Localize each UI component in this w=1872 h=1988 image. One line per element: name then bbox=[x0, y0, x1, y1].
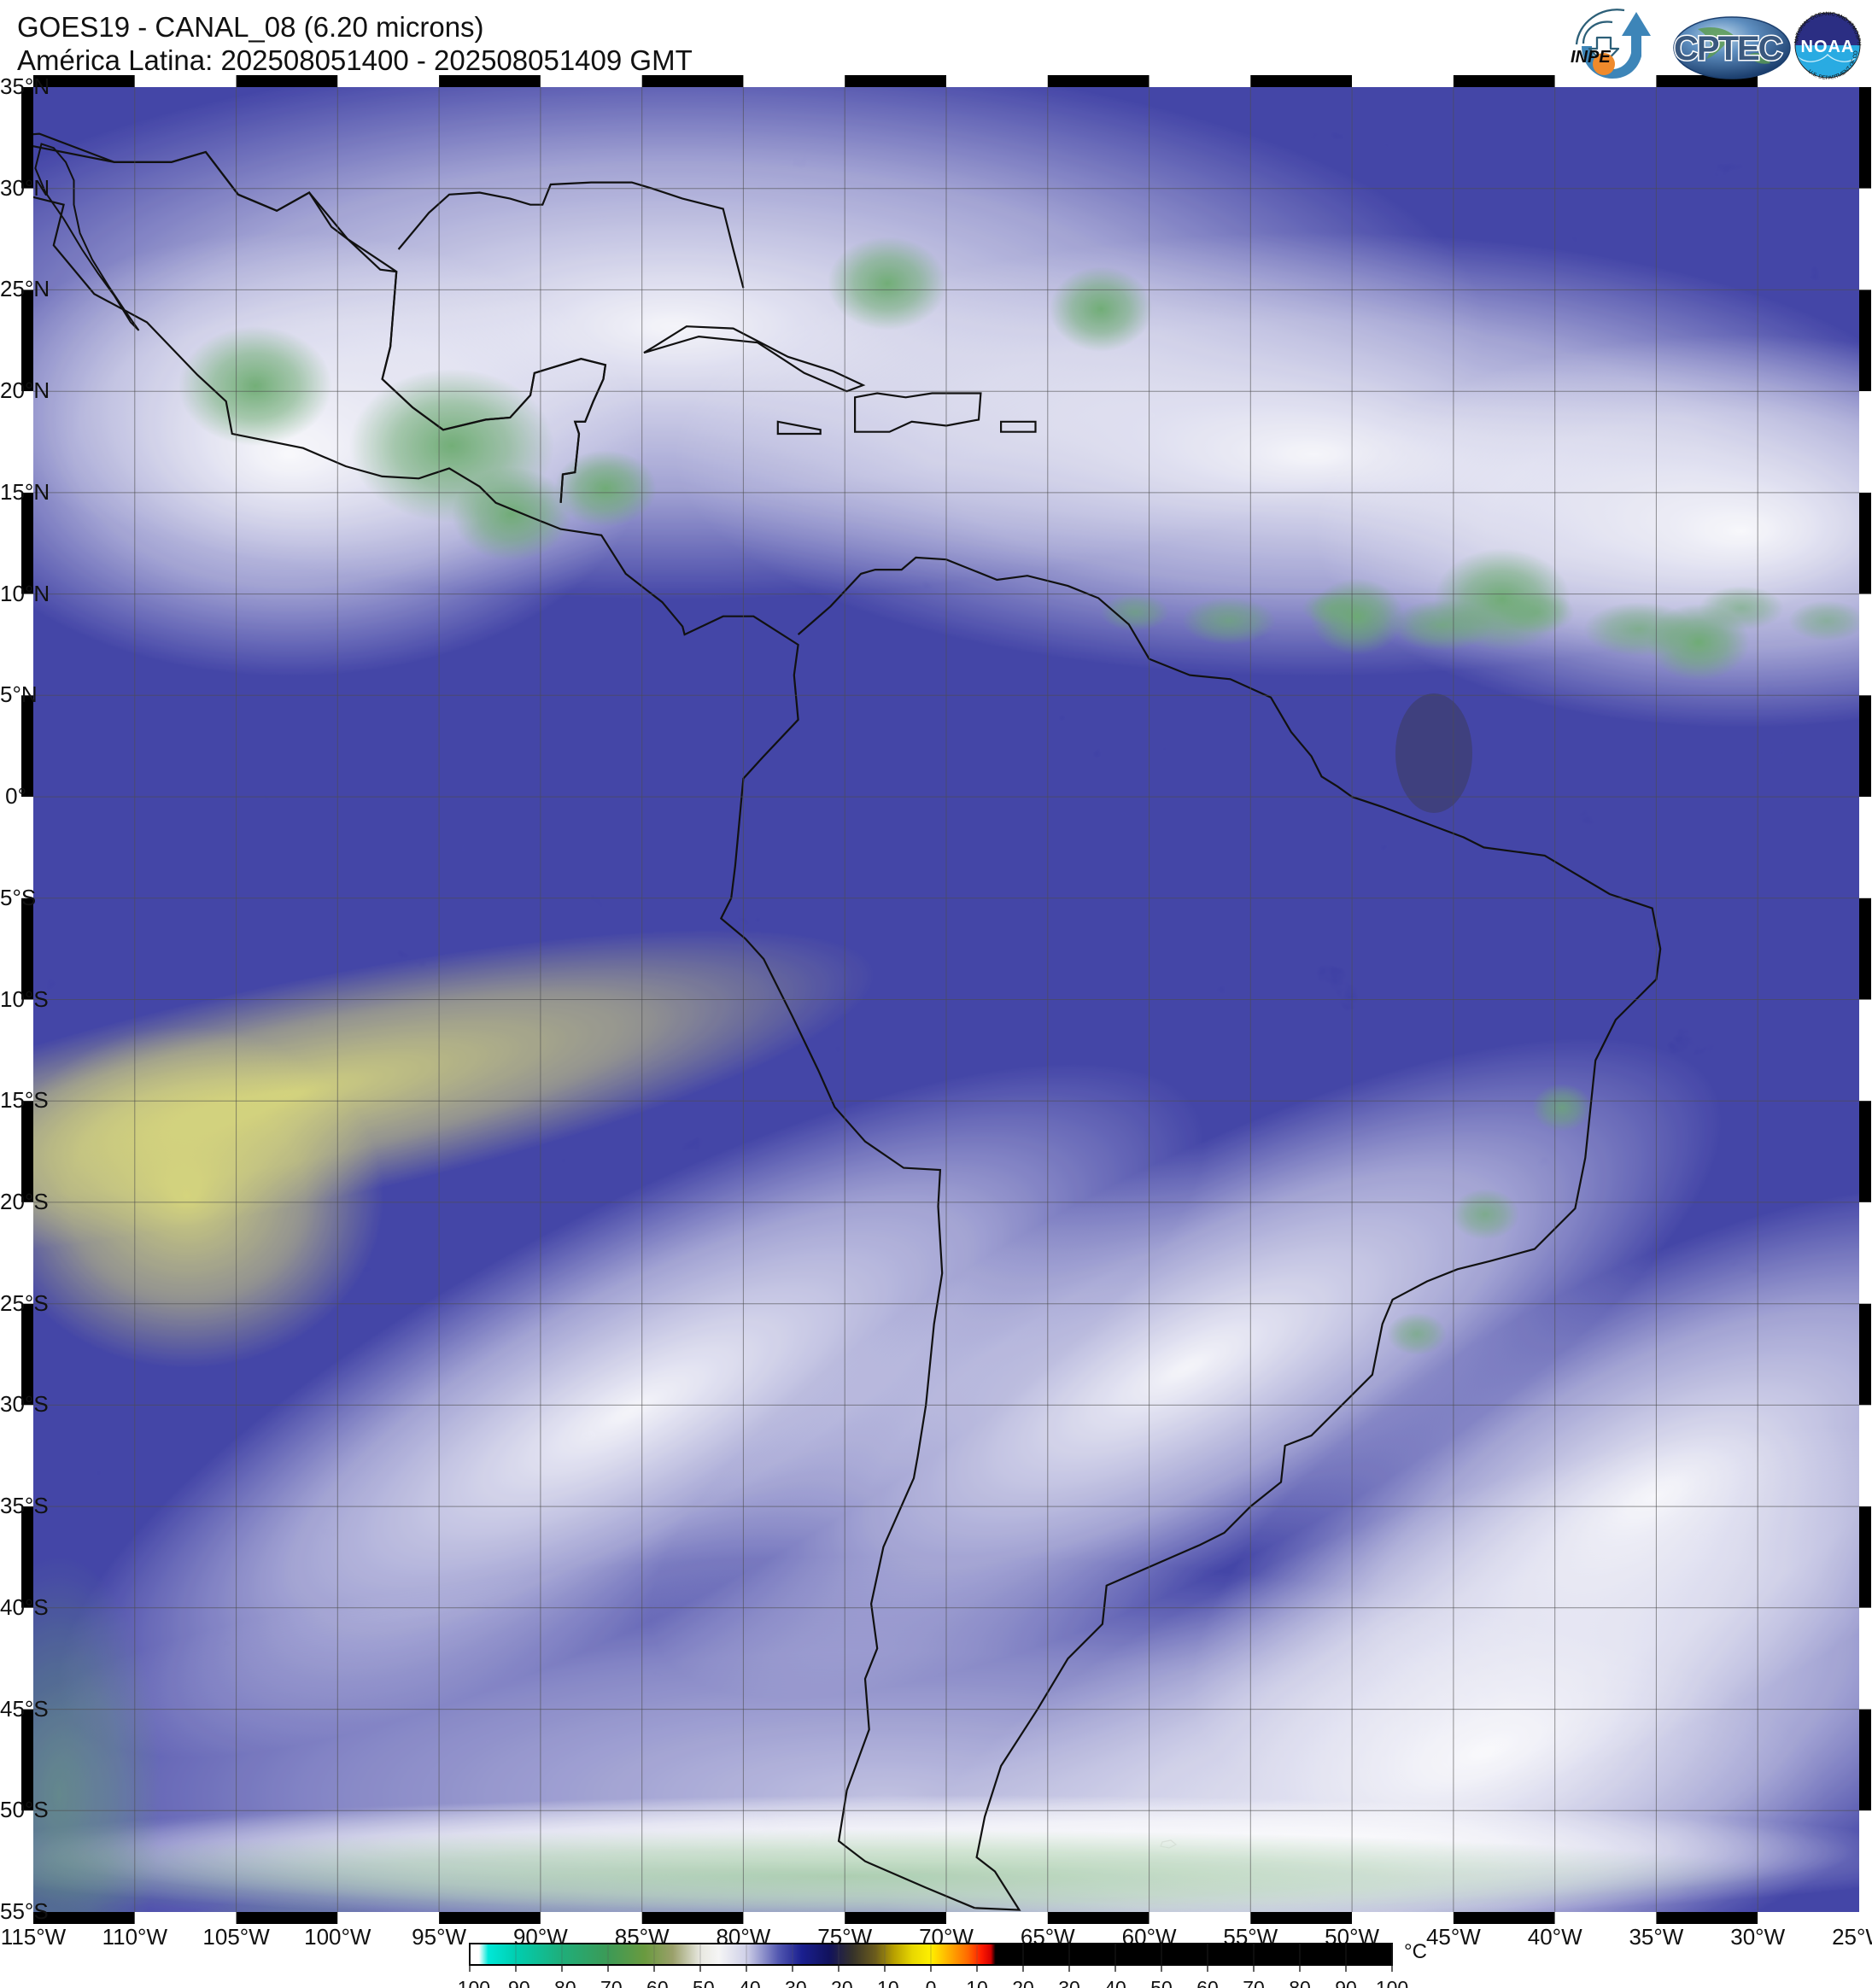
svg-text:CPTEC: CPTEC bbox=[1674, 30, 1782, 67]
svg-text:INPE: INPE bbox=[1571, 48, 1611, 67]
svg-text:NOAA: NOAA bbox=[1801, 38, 1855, 56]
